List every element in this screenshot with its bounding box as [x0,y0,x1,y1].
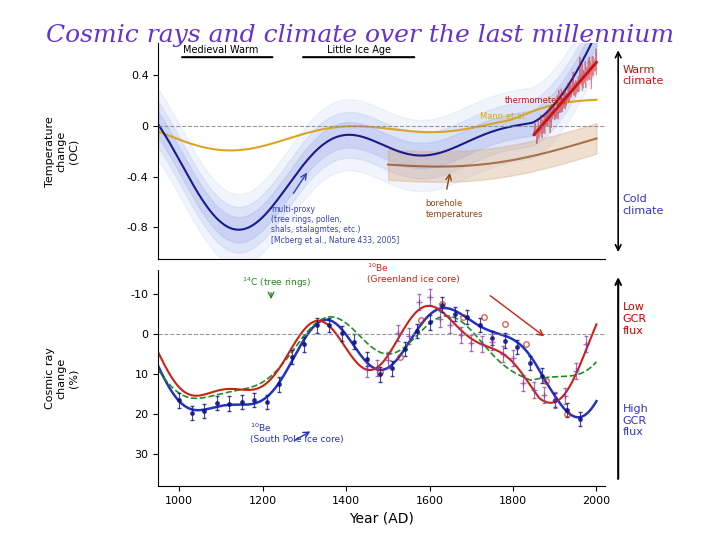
Text: thermometers: thermometers [505,96,565,105]
Text: $^{10}$Be
(Greenland ice core): $^{10}$Be (Greenland ice core) [367,261,460,284]
X-axis label: Year (AD): Year (AD) [349,511,414,525]
Text: Cosmic rays and climate over the last millennium: Cosmic rays and climate over the last mi… [46,24,674,48]
Text: Warm
climate: Warm climate [623,65,664,86]
Text: borehole
temperatures: borehole temperatures [426,199,483,219]
Text: Low
GCR
flux: Low GCR flux [623,302,647,335]
Text: Little Ice Age: Little Ice Age [327,45,391,55]
Text: Cold
climate: Cold climate [623,194,664,216]
Text: Medieval Warm: Medieval Warm [184,45,258,55]
Text: $^{10}$Be
(South Pole ice core): $^{10}$Be (South Pole ice core) [250,421,344,444]
Text: Mann et al.: Mann et al. [480,112,526,122]
Y-axis label: Temperature
change
(OC): Temperature change (OC) [45,116,78,187]
Text: $^{14}$C (tree rings): $^{14}$C (tree rings) [242,275,311,290]
Text: High
GCR
flux: High GCR flux [623,404,649,437]
Text: multi-proxy
(tree rings, pollen,
shals, stalagmtes, etc.)
[Mcberg et al., Nature: multi-proxy (tree rings, pollen, shals, … [271,205,400,245]
Y-axis label: Cosmic ray
change
(%): Cosmic ray change (%) [45,347,78,409]
